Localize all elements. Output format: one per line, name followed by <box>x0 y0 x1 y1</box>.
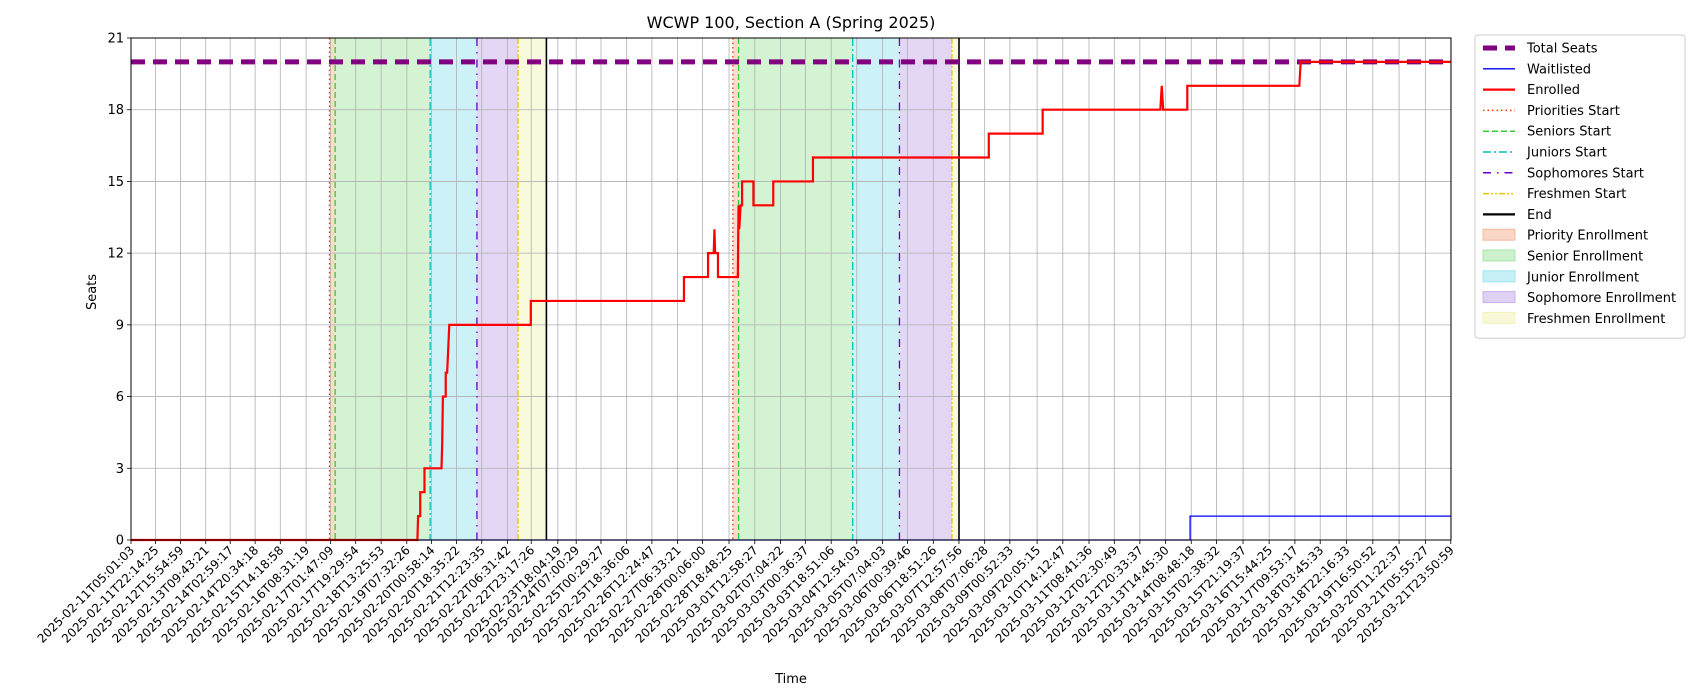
y-tick-label: 21 <box>107 32 124 47</box>
senior-enrollment-span <box>335 38 431 540</box>
y-tick-label: 12 <box>107 247 124 262</box>
plot-frame <box>130 37 1452 541</box>
freshmen-enrollment-span <box>951 38 960 540</box>
chart-title: WCWP 100, Section A (Spring 2025) <box>647 13 936 32</box>
legend-label-junior-enrollment: Junior Enrollment <box>1526 270 1639 285</box>
y-tick-label: 18 <box>107 103 124 118</box>
sophomore-enrollment-span <box>476 38 519 540</box>
legend-swatch-sophomore-enrollment <box>1482 291 1516 304</box>
y-tick-label: 6 <box>116 390 124 405</box>
priority-enrollment-span <box>329 38 336 540</box>
senior-enrollment-span <box>738 38 853 540</box>
junior-enrollment-span <box>852 38 900 540</box>
enrollment-period-spans <box>329 38 960 540</box>
y-axis-label: Seats <box>85 274 100 310</box>
legend-label-total-seats: Total Seats <box>1526 42 1598 57</box>
legend-swatch-priority-enrollment <box>1482 228 1516 241</box>
legend-label-senior-enrollment: Senior Enrollment <box>1527 250 1643 265</box>
legend-swatch-senior-enrollment <box>1482 249 1516 262</box>
y-tick-label: 0 <box>116 534 124 549</box>
x-axis-label: Time <box>774 672 807 687</box>
legend-label-sophomore-enrollment: Sophomore Enrollment <box>1527 291 1676 306</box>
priority-enrollment-span <box>732 38 739 540</box>
legend-label-waitlisted: Waitlisted <box>1527 62 1591 77</box>
legend-swatch-freshmen-enrollment <box>1482 311 1516 324</box>
freshmen-enrollment-span <box>518 38 547 540</box>
x-axis-ticks: 2025-02-11T05:01:032025-02-11T22:14:2520… <box>35 540 1457 646</box>
legend-label-freshmen-enrollment: Freshmen Enrollment <box>1527 312 1665 327</box>
legend-label-freshmen-start: Freshmen Start <box>1527 187 1626 202</box>
enrolled-series-line <box>131 60 1451 542</box>
legend-swatch-junior-enrollment <box>1482 270 1516 283</box>
legend-box <box>1474 34 1686 339</box>
legend: Total Seats Waitlisted Enrolled Priorities … <box>1474 34 1686 339</box>
legend-label-juniors-start: Juniors Start <box>1526 146 1607 161</box>
y-tick-label: 9 <box>116 318 124 333</box>
sophomore-enrollment-span <box>899 38 952 540</box>
legend-label-priorities-start: Priorities Start <box>1527 104 1620 119</box>
legend-label-seniors-start: Seniors Start <box>1527 125 1611 140</box>
legend-label-enrolled: Enrolled <box>1527 83 1580 98</box>
legend-label-end: End <box>1527 208 1552 223</box>
legend-label-sophomores-start: Sophomores Start <box>1527 166 1644 181</box>
legend-label-priority-enrollment: Priority Enrollment <box>1527 229 1648 244</box>
y-tick-label: 3 <box>116 462 124 477</box>
junior-enrollment-span <box>430 38 477 540</box>
phase-start-lines <box>328 38 960 540</box>
y-tick-label: 15 <box>107 175 124 190</box>
y-axis-ticks: 0 3 6 9 12 15 18 21 <box>107 32 131 549</box>
